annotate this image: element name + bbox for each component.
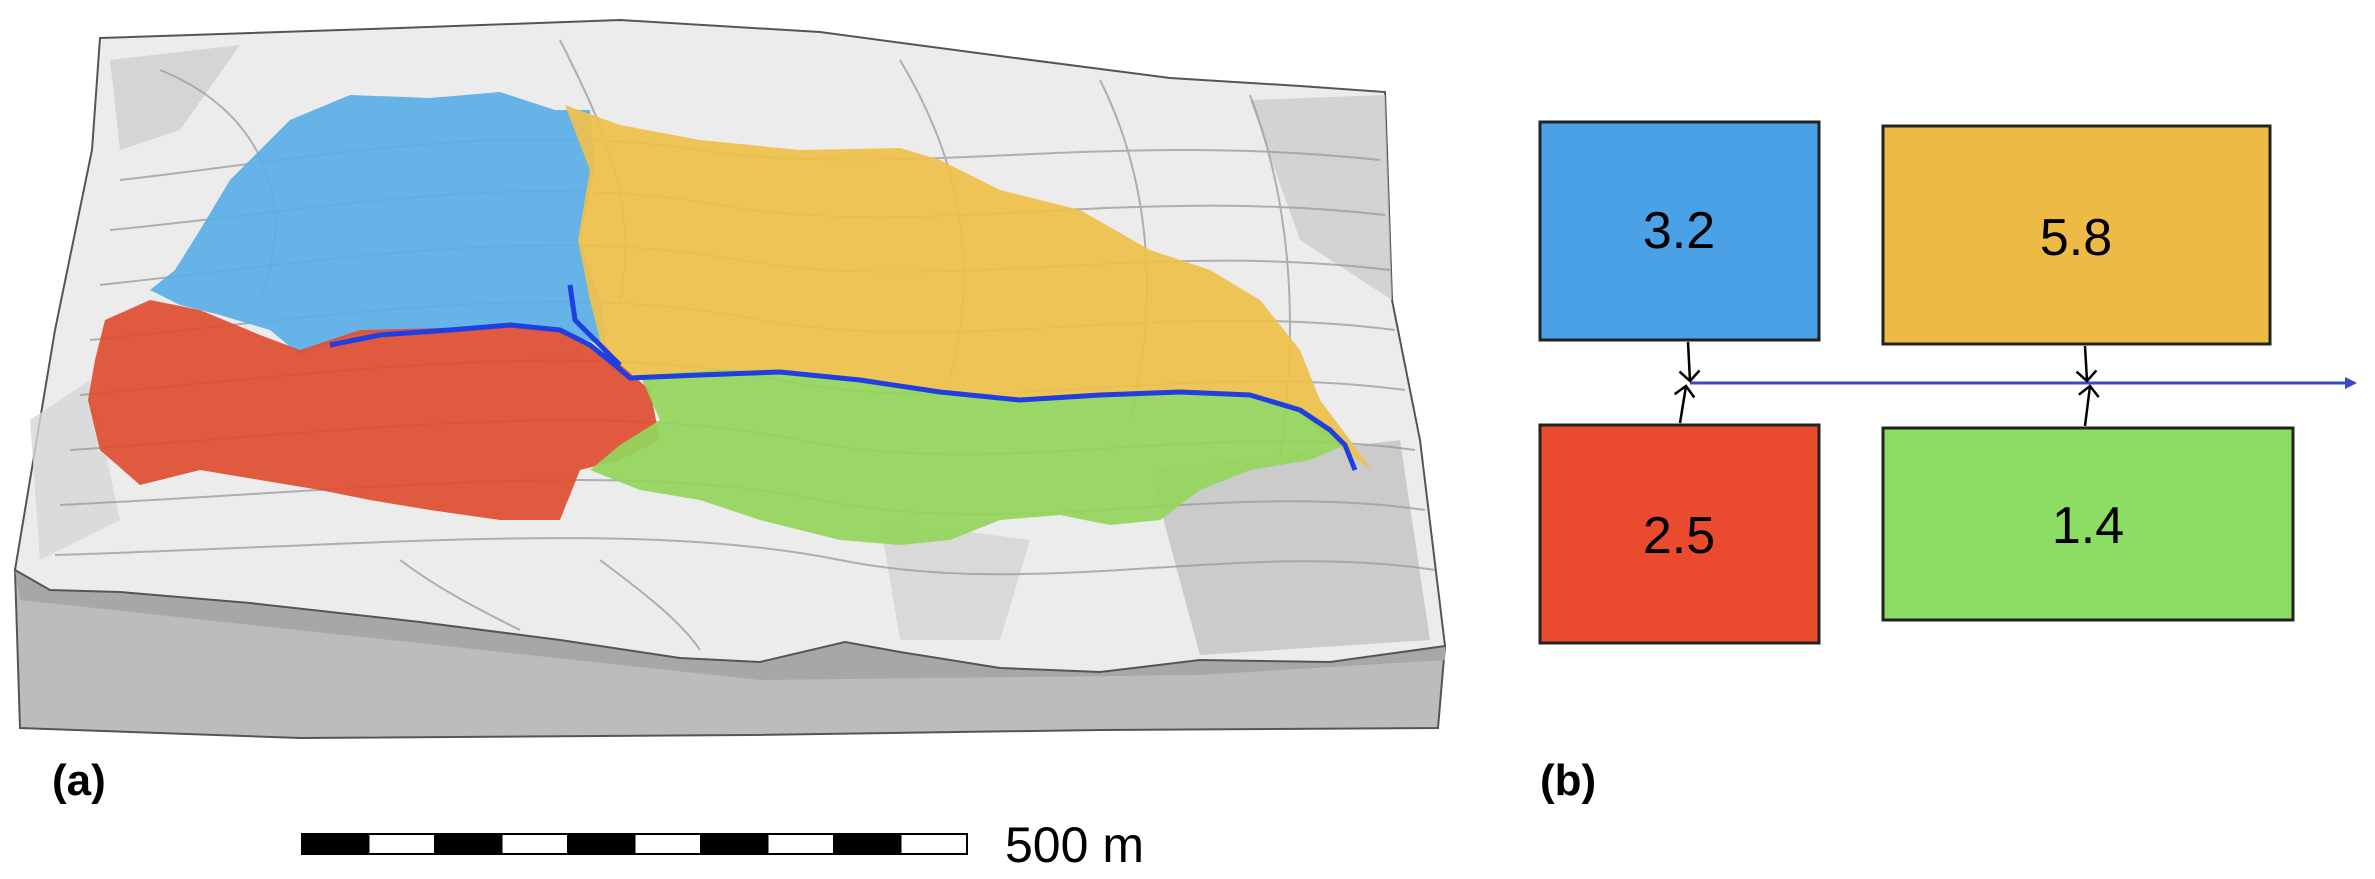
scale-bar-segment (500, 833, 569, 855)
stream-main (329, 322, 1358, 471)
inflow-arrow-yellow (2075, 345, 2098, 383)
box-green (1881, 426, 2295, 622)
terrain-shade (110, 45, 240, 150)
catchment-green (590, 370, 1345, 545)
panel-label-a: (a) (52, 756, 106, 805)
catchment-blue (150, 92, 630, 375)
catchment-red (88, 300, 660, 520)
block-side-shade (15, 570, 1445, 680)
scale-bar-segment (899, 833, 968, 855)
box-blue-value: 3.2 (1643, 202, 1715, 260)
stream-tributary (567, 284, 622, 367)
catchment-yellow (565, 105, 1372, 470)
terrain-shade (1150, 440, 1430, 655)
scale-bar-label: 500 m (1005, 817, 1144, 873)
box-blue (1538, 120, 1821, 342)
box-yellow-value: 5.8 (2040, 209, 2112, 267)
terrain-map (13, 18, 1447, 740)
box-yellow (1881, 124, 2272, 346)
inflow-arrow-red (1673, 384, 1696, 424)
box-red (1538, 423, 1821, 645)
flow-diagram: 3.2 5.8 2.5 1.4 (1538, 120, 2357, 645)
scale-bar-segment (301, 833, 370, 855)
box-red-value: 2.5 (1643, 507, 1715, 565)
box-green-value: 1.4 (2052, 497, 2124, 555)
scale-bar-segment (633, 833, 702, 855)
inflow-arrow-blue (1678, 341, 1701, 383)
terrain-shade (880, 520, 1030, 640)
panel-label-b: (b) (1540, 756, 1596, 805)
scale-bar-segment (700, 833, 769, 855)
scale-bar-segment (434, 833, 503, 855)
scale-bar-segment (766, 833, 835, 855)
stream-network (329, 284, 1358, 471)
scale-bar-segment (833, 833, 902, 855)
scale-bar-segment (367, 833, 436, 855)
scale-bar (301, 833, 968, 855)
terrain-shade (1250, 95, 1392, 300)
scale-bar-segment (567, 833, 636, 855)
inflow-arrow-green (2078, 384, 2100, 427)
